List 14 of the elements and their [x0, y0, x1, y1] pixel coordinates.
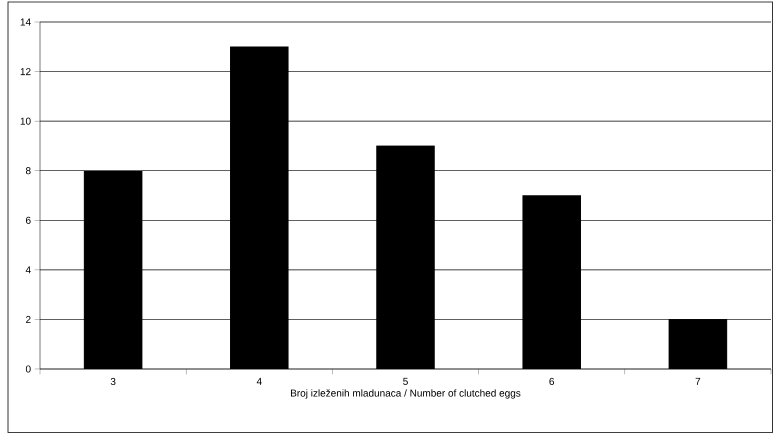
x-tick-label: 7	[696, 378, 700, 385]
y-tick-label: 10	[20, 118, 31, 125]
y-tick-label: 14	[20, 18, 31, 26]
x-tick-label: 3	[110, 378, 116, 386]
y-tick-label: 12	[20, 68, 31, 76]
x-axis-title: Broj izleženih mladunaca / Number of clutched eggs	[290, 389, 520, 399]
y-tick-label: 4	[26, 266, 31, 274]
x-tick-label: 5	[403, 378, 408, 385]
y-tick-label: 8	[26, 167, 31, 174]
y-tick-label: 6	[26, 216, 31, 224]
y-tick-label: 2	[26, 316, 31, 323]
x-tick-label: 4	[256, 378, 262, 385]
y-tick-label: 0	[26, 365, 31, 373]
x-tick-label: 6	[549, 378, 554, 386]
